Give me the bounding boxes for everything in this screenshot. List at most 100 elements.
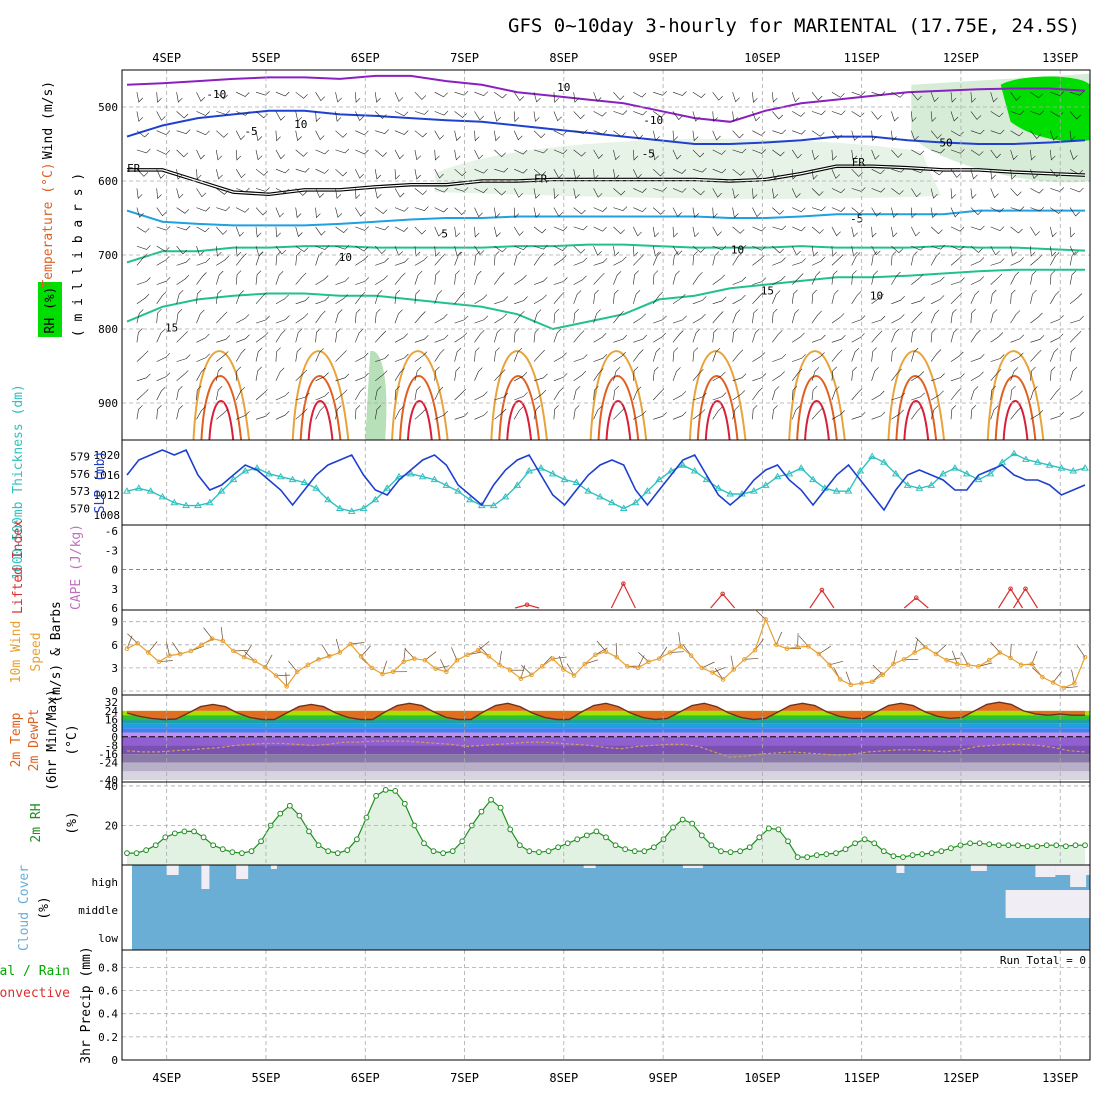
wind-barb bbox=[652, 251, 662, 266]
wind-barb bbox=[553, 130, 568, 136]
wind-barb bbox=[1030, 206, 1045, 212]
lifted-index-tick-label: 6 bbox=[111, 602, 118, 615]
wind-barb bbox=[275, 188, 290, 194]
wind-barb bbox=[732, 244, 747, 250]
rh-marker bbox=[593, 828, 600, 835]
wind-speed-marker bbox=[358, 654, 364, 659]
wind-barb bbox=[732, 226, 745, 234]
thickness-marker bbox=[241, 466, 250, 474]
rh-marker bbox=[430, 848, 437, 855]
surface-wind-barb bbox=[596, 640, 607, 652]
wind-barb bbox=[712, 92, 723, 101]
wind-barb bbox=[831, 149, 837, 161]
wind-barb bbox=[891, 149, 903, 158]
wind-speed-marker bbox=[784, 646, 790, 651]
wind-barb bbox=[970, 188, 977, 199]
wind-barb bbox=[454, 388, 467, 401]
wind-barb bbox=[355, 372, 369, 382]
wind-barb bbox=[235, 130, 246, 141]
wind-barb bbox=[494, 207, 501, 219]
cloud-fill bbox=[132, 865, 1090, 950]
wind-barb bbox=[394, 130, 409, 135]
wind-barb bbox=[236, 91, 250, 97]
wind-barb bbox=[454, 315, 469, 324]
wind-barb bbox=[633, 169, 642, 179]
date-label-bottom: 12SEP bbox=[943, 1071, 979, 1085]
wind-barb bbox=[653, 111, 666, 118]
rh-marker bbox=[1024, 843, 1031, 850]
wind-barb bbox=[295, 149, 308, 157]
wind-barb bbox=[911, 226, 920, 237]
wind-barb bbox=[1069, 111, 1081, 120]
temp-axis-label-1: 2m Temp bbox=[9, 712, 24, 767]
pressure-tick-label: 900 bbox=[98, 397, 118, 410]
precip-tick-label: 0.2 bbox=[98, 1031, 118, 1044]
wind-barb bbox=[891, 188, 904, 195]
wind-speed-marker bbox=[561, 667, 566, 672]
wind-barb bbox=[970, 149, 984, 156]
wind-barb bbox=[196, 353, 210, 362]
wind-barb bbox=[216, 149, 223, 161]
wind-barb bbox=[712, 168, 727, 174]
wind-speed-marker bbox=[805, 644, 811, 649]
wind-barb bbox=[593, 258, 608, 266]
wind-barb bbox=[414, 385, 421, 401]
rh-marker bbox=[746, 844, 753, 851]
thickness-marker bbox=[442, 481, 451, 488]
wind-barb bbox=[613, 246, 620, 257]
wind-barb bbox=[1030, 349, 1042, 362]
rh-marker bbox=[928, 850, 935, 857]
wind-barb bbox=[355, 255, 368, 266]
wind-barb bbox=[494, 369, 506, 382]
wind-barb bbox=[295, 313, 309, 324]
rh-marker bbox=[315, 842, 322, 849]
surface-wind-barb bbox=[730, 655, 735, 670]
wind-barb bbox=[652, 168, 665, 177]
wind-tick-label: 0 bbox=[111, 685, 118, 698]
wind-barb bbox=[315, 226, 326, 236]
wind-speed-marker bbox=[401, 659, 407, 665]
isotherm-line bbox=[126, 243, 1086, 264]
wind-barb bbox=[990, 188, 999, 199]
wind-barb bbox=[1010, 367, 1019, 381]
wind-barb bbox=[653, 91, 667, 96]
wind-barb bbox=[394, 289, 401, 304]
rh-marker bbox=[718, 848, 724, 855]
rh-marker bbox=[957, 842, 964, 849]
wind-barb bbox=[275, 270, 284, 285]
surface-wind-barb bbox=[775, 631, 783, 645]
wind-barb bbox=[692, 368, 704, 381]
surface-wind-barb bbox=[335, 638, 341, 653]
wind-barb bbox=[613, 351, 627, 362]
rh-marker bbox=[526, 848, 533, 855]
wind-barb bbox=[255, 347, 263, 362]
wind-barb bbox=[235, 366, 242, 381]
date-label-top: 11SEP bbox=[844, 51, 880, 65]
wind-barb bbox=[633, 349, 644, 362]
temp-tick-label: 24 bbox=[105, 705, 119, 718]
wind-barb bbox=[355, 169, 364, 179]
wind-barb bbox=[315, 92, 326, 102]
wind-barb bbox=[831, 188, 846, 194]
wind-speed-marker bbox=[795, 644, 800, 650]
wind-barb bbox=[672, 330, 684, 343]
surface-wind-barb bbox=[360, 645, 371, 657]
wind-barb bbox=[593, 111, 607, 117]
wind-barb bbox=[533, 244, 548, 250]
wind-barb bbox=[811, 334, 826, 343]
wind-barb bbox=[315, 372, 329, 382]
rh-marker bbox=[651, 844, 657, 851]
wind-barb bbox=[394, 272, 406, 285]
contour-label: -5 bbox=[244, 125, 257, 138]
wind-barb bbox=[255, 332, 269, 343]
wind-barb bbox=[791, 92, 800, 103]
wind-barb bbox=[374, 330, 387, 343]
wind-barb bbox=[752, 405, 758, 420]
wind-barb bbox=[216, 206, 231, 212]
wind-barb bbox=[136, 389, 149, 401]
wind-speed-marker bbox=[656, 656, 662, 661]
wind-barb bbox=[335, 207, 343, 218]
wind-barb bbox=[454, 347, 462, 362]
wind-barb bbox=[176, 245, 188, 255]
wind-barb bbox=[871, 293, 884, 305]
